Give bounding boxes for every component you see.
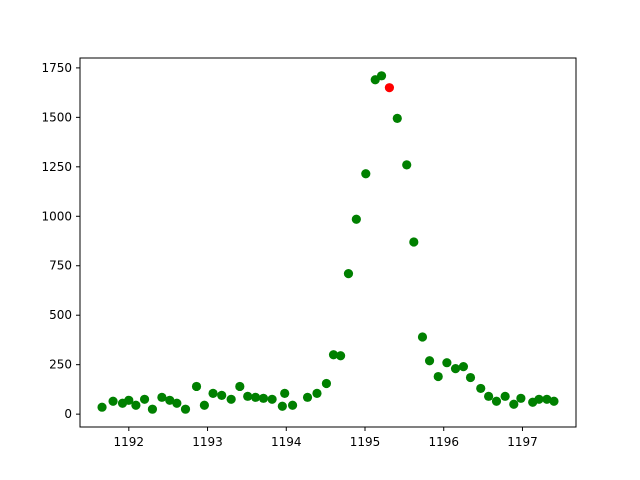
data-point [250, 392, 261, 402]
data-point [500, 391, 510, 401]
data-point [465, 372, 476, 383]
y-tick-label: 750 [49, 259, 72, 273]
data-point [542, 394, 552, 404]
data-point [165, 395, 175, 405]
data-point [139, 394, 150, 404]
data-point [442, 358, 452, 368]
data-point [417, 332, 428, 342]
y-tick-label: 0 [64, 407, 72, 421]
data-point [243, 391, 253, 401]
data-point [534, 394, 544, 404]
points-layer [97, 71, 559, 414]
data-point [450, 364, 461, 374]
data-point [302, 392, 313, 402]
data-point [343, 269, 354, 279]
data-point [97, 402, 107, 412]
data-point [484, 391, 494, 401]
data-point [361, 169, 371, 179]
x-tick-label: 1195 [350, 435, 381, 449]
data-point [124, 395, 134, 405]
data-point [491, 396, 502, 406]
data-point [328, 350, 339, 360]
data-point [191, 381, 202, 392]
plot-frame [79, 57, 577, 428]
x-tick-label: 1193 [192, 435, 223, 449]
data-point [172, 398, 182, 408]
data-point [321, 378, 332, 389]
data-point [235, 381, 245, 392]
data-point [402, 160, 412, 170]
y-axis: 0 250 500 750 1000 1250 1500 1750 [41, 61, 80, 421]
data-point [287, 400, 298, 410]
y-tick-label: 1250 [41, 160, 72, 174]
data-point [392, 113, 402, 123]
data-point [409, 237, 419, 247]
data-point [549, 396, 559, 406]
data-point [131, 400, 141, 410]
data-point [108, 396, 118, 406]
data-point [376, 71, 387, 81]
data-point [277, 401, 287, 411]
y-tick-label: 1000 [41, 209, 72, 223]
data-point [267, 394, 277, 404]
data-point [199, 400, 209, 410]
data-point [280, 388, 290, 398]
x-axis: 1192 1193 1194 1195 1196 1197 [114, 427, 538, 449]
data-point [516, 393, 526, 403]
data-point [424, 356, 435, 366]
data-point [458, 362, 469, 372]
y-tick-label: 1500 [41, 110, 72, 124]
data-point [157, 392, 167, 402]
data-point [509, 399, 519, 409]
data-point [351, 214, 361, 224]
y-tick-label: 250 [49, 358, 72, 372]
data-point [226, 394, 236, 404]
data-point [312, 388, 322, 398]
data-point [147, 404, 158, 414]
y-tick-label: 1750 [41, 61, 72, 75]
data-point [208, 388, 218, 398]
data-point [384, 83, 395, 93]
y-tick-label: 500 [49, 308, 72, 322]
data-point [217, 390, 227, 400]
data-point [336, 351, 346, 361]
data-point [476, 383, 486, 394]
x-tick-label: 1197 [507, 435, 538, 449]
x-tick-label: 1192 [114, 435, 145, 449]
data-point [258, 393, 269, 403]
x-tick-label: 1194 [271, 435, 302, 449]
x-tick-label: 1196 [428, 435, 459, 449]
data-point [433, 371, 443, 382]
data-point [180, 404, 191, 414]
